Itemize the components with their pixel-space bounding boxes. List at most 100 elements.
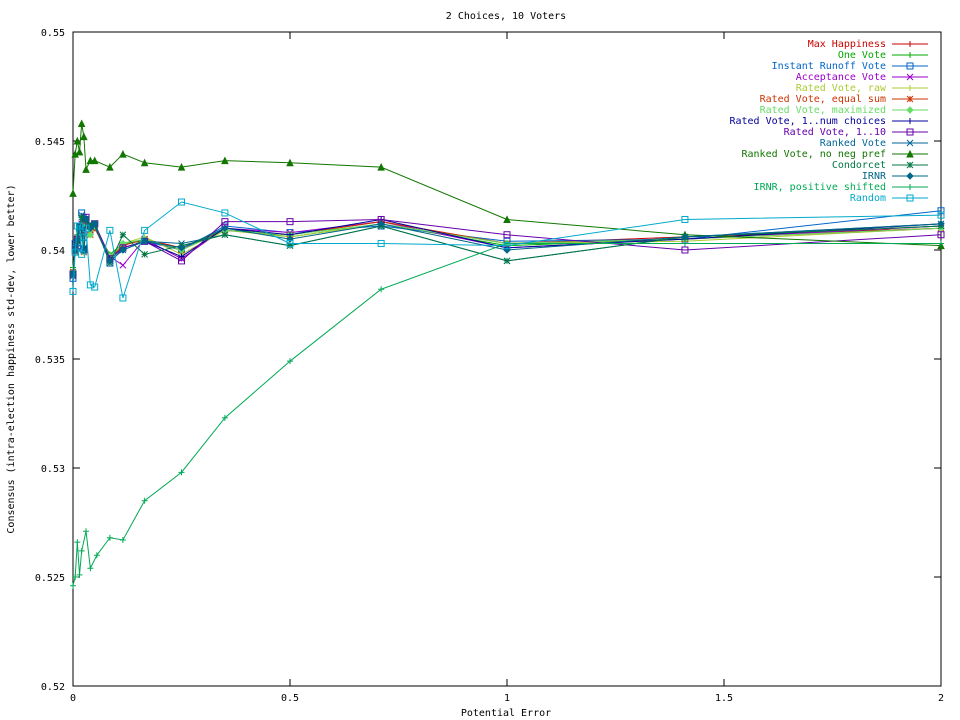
data-point (937, 211, 945, 219)
x-tick-label: 1 (504, 693, 510, 704)
data-point (76, 222, 84, 230)
legend-label: Ranked Vote (820, 138, 886, 149)
data-point (86, 231, 95, 239)
x-tick-label: 1.5 (715, 693, 733, 704)
x-axis-title: Potential Error (461, 708, 551, 719)
data-point (906, 139, 914, 147)
data-point (69, 189, 77, 197)
legend-label: Rated Vote, 1..num choices (729, 116, 886, 127)
data-point (937, 220, 945, 228)
data-point (503, 257, 511, 265)
legend-label: Random (850, 193, 886, 204)
data-point (503, 231, 511, 239)
data-point (221, 231, 229, 239)
legend-label: Rated Vote, maximized (760, 105, 886, 116)
data-point (177, 244, 186, 252)
data-point (80, 233, 88, 241)
data-point (86, 156, 95, 165)
data-point (906, 73, 914, 81)
legend-label: Rated Vote, 1..10 (784, 127, 886, 138)
legend-label: Instant Runoff Vote (772, 61, 886, 72)
data-point (78, 547, 85, 554)
data-point (87, 565, 94, 572)
data-point (83, 528, 90, 535)
x-tick-label: 0.5 (281, 693, 299, 704)
data-point (140, 158, 149, 167)
data-point (907, 118, 913, 124)
data-point (378, 286, 385, 293)
data-point (937, 207, 945, 215)
legend-label: Acceptance Vote (796, 72, 886, 83)
data-point (119, 261, 127, 269)
data-point (75, 147, 84, 156)
data-point (82, 165, 90, 173)
data-point (71, 248, 79, 256)
data-point (77, 119, 86, 128)
data-point (503, 242, 511, 250)
legend-label: Ranked Vote, no neg pref (742, 149, 887, 160)
y-tick-label: 0.52 (41, 682, 65, 693)
y-tick-label: 0.525 (35, 573, 65, 584)
data-point (938, 240, 944, 247)
y-tick-label: 0.53 (41, 464, 65, 475)
data-point (906, 106, 914, 114)
data-point (140, 237, 149, 245)
data-point (119, 536, 126, 543)
data-point (681, 233, 689, 241)
x-axis: 0 0.5 1 1.5 2 (70, 32, 944, 704)
data-point (178, 469, 185, 476)
data-point (907, 52, 913, 58)
data-point (177, 163, 186, 171)
y-tick-label: 0.55 (41, 28, 65, 39)
data-point (377, 239, 385, 247)
data-point (906, 172, 914, 180)
x-tick-label: 2 (938, 693, 944, 704)
data-point (681, 246, 689, 254)
data-point (69, 287, 77, 295)
data-point (906, 149, 914, 158)
legend-label: IRNR (862, 171, 887, 182)
y-tick-label: 0.535 (35, 355, 65, 366)
data-point (286, 239, 294, 247)
data-point (106, 163, 114, 171)
legend-label: Rated Vote, raw (796, 83, 887, 94)
data-point (287, 358, 293, 365)
data-point (221, 414, 228, 421)
series-10 (69, 119, 945, 250)
data-point (906, 194, 914, 202)
data-point (906, 95, 914, 103)
data-point (73, 136, 82, 145)
data-point (106, 257, 114, 265)
y-tick-label: 0.54 (41, 246, 65, 257)
data-point (78, 250, 86, 258)
data-point (377, 163, 385, 171)
data-point (286, 218, 294, 226)
data-point (106, 226, 114, 234)
data-point (937, 231, 945, 239)
data-point (141, 251, 148, 258)
data-point (286, 158, 294, 167)
data-point (178, 257, 185, 265)
y-axis-title: Consensus (intra-election happiness std-… (6, 184, 17, 533)
y-axis: 0.52 0.525 0.53 0.535 0.54 0.545 0.55 (35, 28, 941, 693)
data-point (119, 294, 127, 302)
data-point (74, 539, 81, 546)
data-point (78, 213, 86, 221)
data-point (681, 240, 688, 247)
data-point (141, 226, 149, 234)
data-point (178, 198, 185, 206)
data-point (221, 209, 229, 217)
data-point (72, 574, 79, 580)
x-tick-label: 0 (70, 693, 76, 704)
data-point (70, 582, 76, 589)
data-point (503, 215, 511, 223)
data-point (377, 220, 385, 228)
data-point (76, 571, 83, 578)
data-point (907, 184, 913, 190)
data-point (119, 231, 127, 239)
data-point (906, 62, 914, 70)
series-14 (69, 198, 945, 302)
series-layer (69, 119, 945, 589)
